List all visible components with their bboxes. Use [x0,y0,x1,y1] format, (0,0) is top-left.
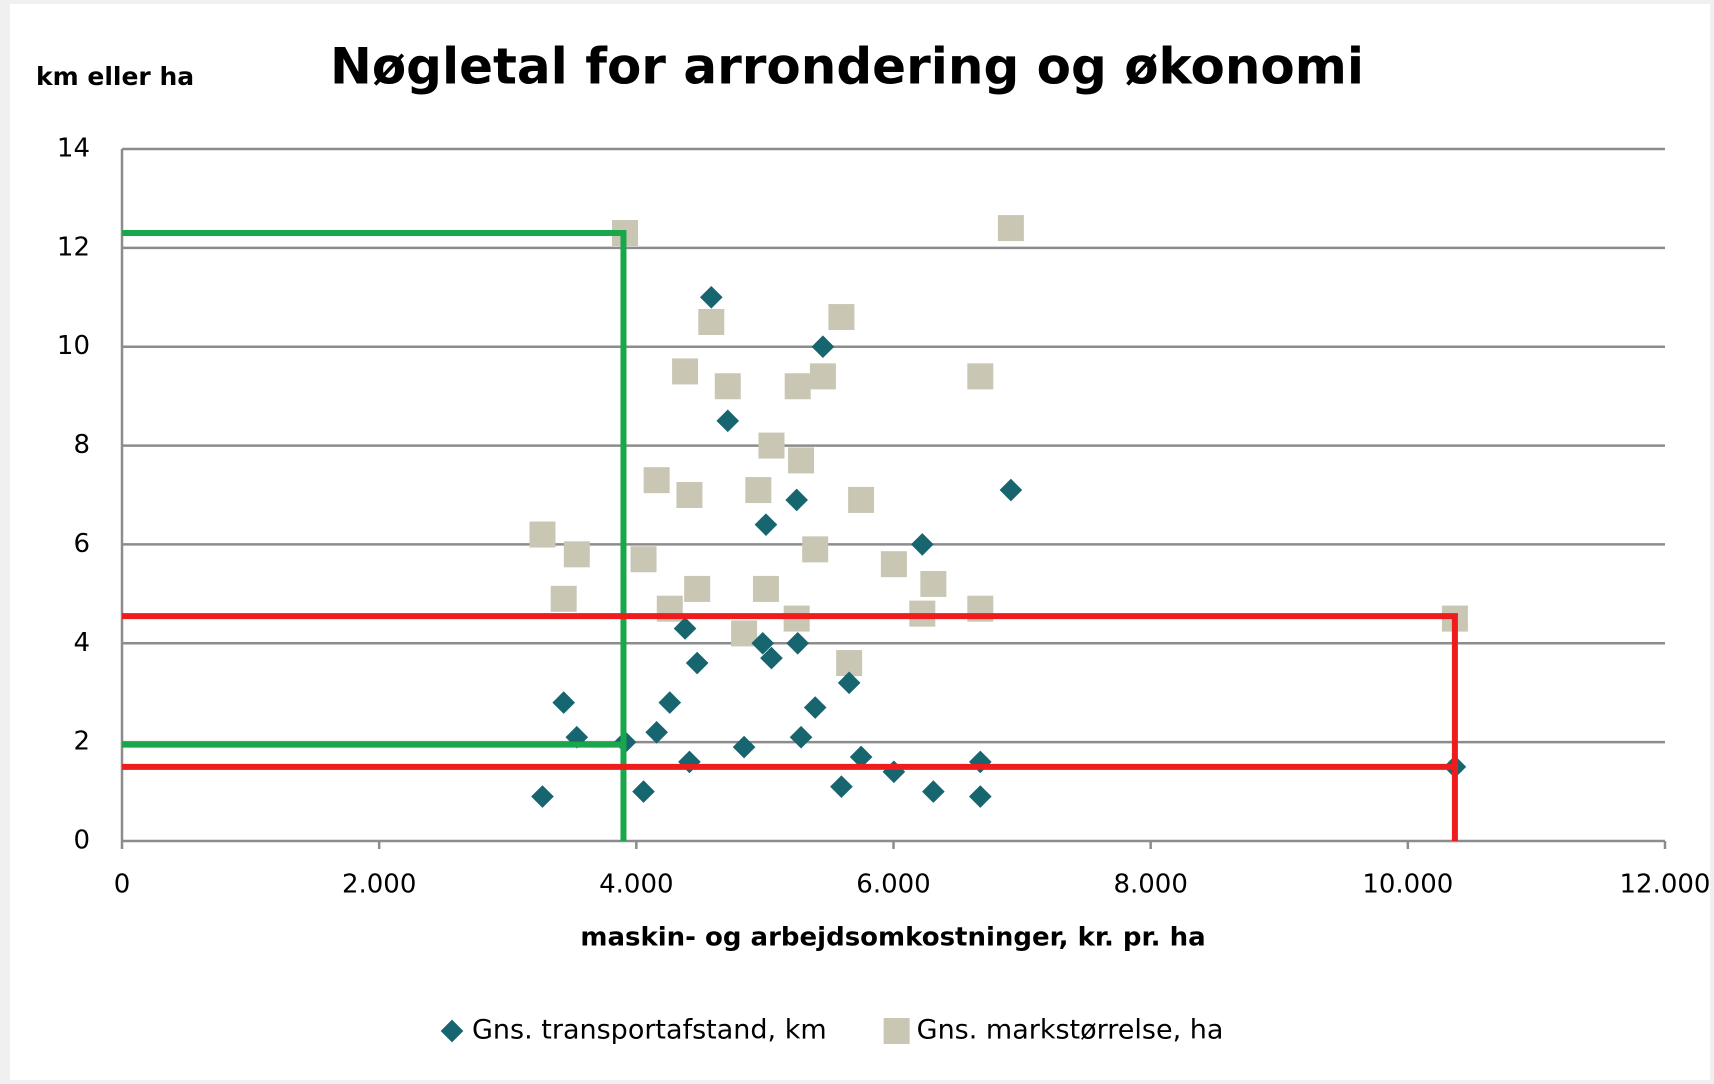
square-point [828,304,855,331]
diamond-point [760,646,783,670]
y-axis-label: km eller ha [36,62,194,91]
square-point [802,536,829,563]
square-point [698,309,725,335]
diamond-point [716,409,740,433]
diamond-point [999,478,1023,502]
square-point [967,363,994,390]
diamond-point [754,513,778,536]
diamond-point [786,631,810,655]
diamond-point [968,785,992,808]
square-point [529,521,556,548]
x-tick-label: 10.000 [1362,870,1453,900]
diamond-point [910,533,934,556]
x-tick-label: 0 [114,870,131,900]
diamond-point [552,691,575,714]
y-tick-label: 10 [57,331,90,361]
diamond-point [837,671,861,695]
y-tick-label: 6 [73,529,90,559]
square-point [550,585,577,612]
x-tick-label: 12.000 [1620,870,1711,900]
x-axis-label: maskin- og arbejdsomkostninger, kr. pr. … [580,923,1205,953]
diamond-point [811,335,835,359]
diamond-point [789,725,813,749]
diamond-point [785,488,808,512]
x-tick-label: 2.000 [342,870,416,900]
square-point [672,358,699,385]
square-point [788,447,815,474]
x-tick-label: 6.000 [856,870,930,900]
square-point [630,546,657,573]
y-tick-label: 2 [73,727,90,757]
square-point [676,482,703,508]
chart-title: Nøgletal for arrondering og økonomi [330,38,1364,96]
square-point [752,575,779,602]
legend-label: Gns. transportafstand, km [472,1015,827,1046]
square-point [920,570,947,597]
legend-label: Gns. markstørrelse, ha [917,1015,1224,1046]
square-point [848,486,875,513]
y-tick-label: 12 [57,232,90,262]
square-point [745,477,772,504]
square-point [643,467,670,494]
square-point [684,575,711,602]
diamond-point [699,285,723,309]
diamond-point [803,696,827,719]
square-point [880,551,907,578]
diamond-point [673,617,697,640]
diamond-point [732,735,756,759]
diamond-point [632,780,655,803]
diamond-point [751,631,775,655]
square-point [784,373,811,400]
diamond-point [830,775,853,798]
square-point [563,541,590,568]
reference-line [122,230,627,841]
diamond-point [922,780,945,803]
y-tick-label: 0 [73,826,90,856]
diamond-point [658,691,682,714]
y-tick-label: 8 [73,430,90,460]
square-point [714,373,741,400]
square-point [809,363,836,390]
y-tick-label: 14 [57,134,90,164]
diamond-point [531,785,554,808]
diamond-point [849,745,873,769]
legend-marker [883,1018,910,1044]
diamond-point [645,720,668,744]
chart-area [10,4,1710,1080]
square-point [997,215,1024,242]
x-tick-label: 4.000 [599,870,673,900]
y-tick-label: 4 [73,628,90,658]
x-tick-label: 8.000 [1113,870,1187,900]
square-point [758,432,785,459]
diamond-point [685,651,709,675]
legend-marker [440,1019,464,1043]
